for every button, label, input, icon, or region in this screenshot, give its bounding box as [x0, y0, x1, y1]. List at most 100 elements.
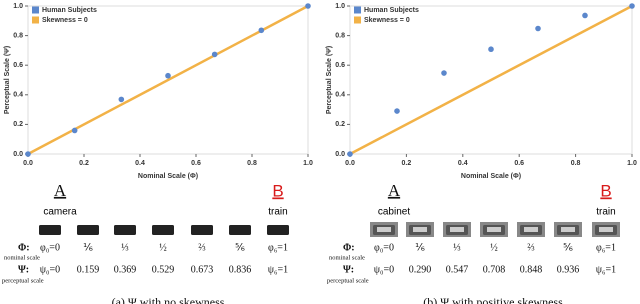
phi-value: ⅚	[563, 242, 573, 253]
thumbnail-object	[229, 225, 251, 235]
psi-value: 0.836	[229, 264, 252, 275]
thumbnail-detail	[487, 227, 501, 232]
y-tick-label: 0.2	[13, 121, 23, 128]
data-point	[535, 25, 541, 32]
phi-value: ⅓	[453, 242, 461, 253]
y-tick-label: 0.4	[13, 92, 23, 99]
anchor-a: A	[388, 181, 401, 200]
phi-value: ⅔	[198, 242, 206, 253]
psi-value: ψ₆=1	[268, 264, 288, 275]
data-point	[305, 3, 311, 9]
phi-caption: nominal scale	[4, 254, 40, 261]
psi-value: 0.529	[152, 264, 175, 275]
legend-label: Skewness = 0	[364, 17, 410, 24]
x-tick-label: 0.0	[345, 160, 355, 167]
legend-swatch	[32, 16, 39, 24]
y-tick-label: 1.0	[335, 3, 345, 10]
data-point	[488, 46, 494, 53]
x-tick-label: 0.6	[191, 160, 201, 167]
psi-value: ψ₆=1	[596, 264, 616, 275]
phi-value: ⅔	[527, 242, 535, 253]
phi-value: ⅓	[121, 242, 129, 253]
x-tick-label: 0.8	[247, 160, 257, 167]
y-tick-label: 0.4	[335, 92, 345, 99]
thumbnail-object	[267, 225, 289, 235]
thumbnail-detail	[599, 227, 613, 232]
psi-value: ψ₀=0	[40, 264, 60, 275]
psi-value: 0.290	[409, 264, 432, 275]
y-tick-label: 0.6	[13, 62, 23, 69]
label-a: camera	[43, 207, 77, 218]
anchor-b: B	[272, 181, 283, 200]
data-point	[582, 12, 588, 19]
psi-value: 0.547	[446, 264, 469, 275]
thumbnail-object	[77, 225, 99, 235]
y-tick-label: 0.6	[335, 62, 345, 69]
y-axis-label: Perceptual Scale (Ψ)	[4, 46, 11, 114]
y-axis-label: Perceptual Scale (Ψ)	[326, 46, 333, 114]
x-tick-label: 0.8	[571, 160, 581, 167]
legend-label: Skewness = 0	[42, 17, 88, 24]
x-tick-label: 0.4	[135, 160, 145, 167]
anchor-a: A	[54, 181, 67, 200]
phi-value: ⅚	[235, 242, 245, 253]
thumbnail-object	[152, 225, 174, 235]
data-point	[441, 70, 447, 76]
legend-label: Human Subjects	[42, 7, 97, 14]
legend-swatch	[32, 6, 39, 14]
plot-frame	[349, 5, 633, 155]
data-point	[394, 108, 400, 114]
label-b: train	[268, 207, 287, 218]
thumbnail-detail	[450, 227, 464, 232]
psi-caption: perceptual scale	[2, 277, 44, 284]
psi-caption: perceptual scale	[327, 277, 369, 284]
psi-label: Ψ:	[343, 264, 354, 275]
phi-caption: nominal scale	[329, 254, 365, 261]
phi-value: ½	[490, 242, 498, 253]
thumbnail-detail	[524, 227, 538, 232]
y-tick-label: 0.0	[13, 151, 23, 158]
thumbnail-detail	[377, 227, 391, 232]
x-tick-label: 1.0	[627, 160, 637, 167]
thumbnail-detail	[561, 227, 575, 232]
data-point	[165, 72, 171, 79]
x-tick-label: 1.0	[303, 160, 313, 167]
x-tick-label: 0.6	[514, 160, 524, 167]
data-point	[118, 96, 125, 103]
psi-value: 0.673	[191, 264, 214, 275]
data-point	[71, 127, 78, 134]
caption: (a) Ψ with no skewness	[112, 295, 225, 304]
label-b: train	[596, 207, 615, 218]
x-tick-label: 0.2	[79, 160, 89, 167]
plot-frame	[27, 5, 309, 155]
legend-swatch	[354, 16, 361, 24]
reference-line	[27, 4, 309, 156]
phi-value: ½	[159, 242, 167, 253]
data-point	[211, 51, 218, 58]
data-point	[25, 151, 31, 157]
phi-value: ⅙	[415, 242, 425, 253]
y-tick-label: 0.8	[13, 32, 23, 39]
legend-label: Human Subjects	[364, 7, 419, 14]
data-point	[629, 3, 635, 9]
label-a: cabinet	[378, 207, 410, 218]
phi-value: φ₀=0	[40, 242, 60, 253]
thumbnail-object	[114, 225, 136, 235]
y-tick-label: 0.0	[335, 151, 345, 158]
phi-value: φ₆=1	[268, 242, 288, 253]
x-tick-label: 0.2	[402, 160, 412, 167]
psi-value: 0.159	[77, 264, 100, 275]
data-point	[258, 27, 265, 34]
y-tick-label: 0.2	[335, 121, 345, 128]
psi-value: 0.708	[483, 264, 506, 275]
y-tick-label: 1.0	[13, 3, 23, 10]
psi-value: 0.936	[557, 264, 580, 275]
x-axis-label: Nominal Scale (Φ)	[461, 173, 521, 180]
x-tick-label: 0.4	[458, 160, 468, 167]
phi-label: Φ:	[343, 242, 355, 253]
thumbnail-object	[39, 225, 61, 235]
psi-value: 0.848	[520, 264, 543, 275]
x-tick-label: 0.0	[23, 160, 33, 167]
